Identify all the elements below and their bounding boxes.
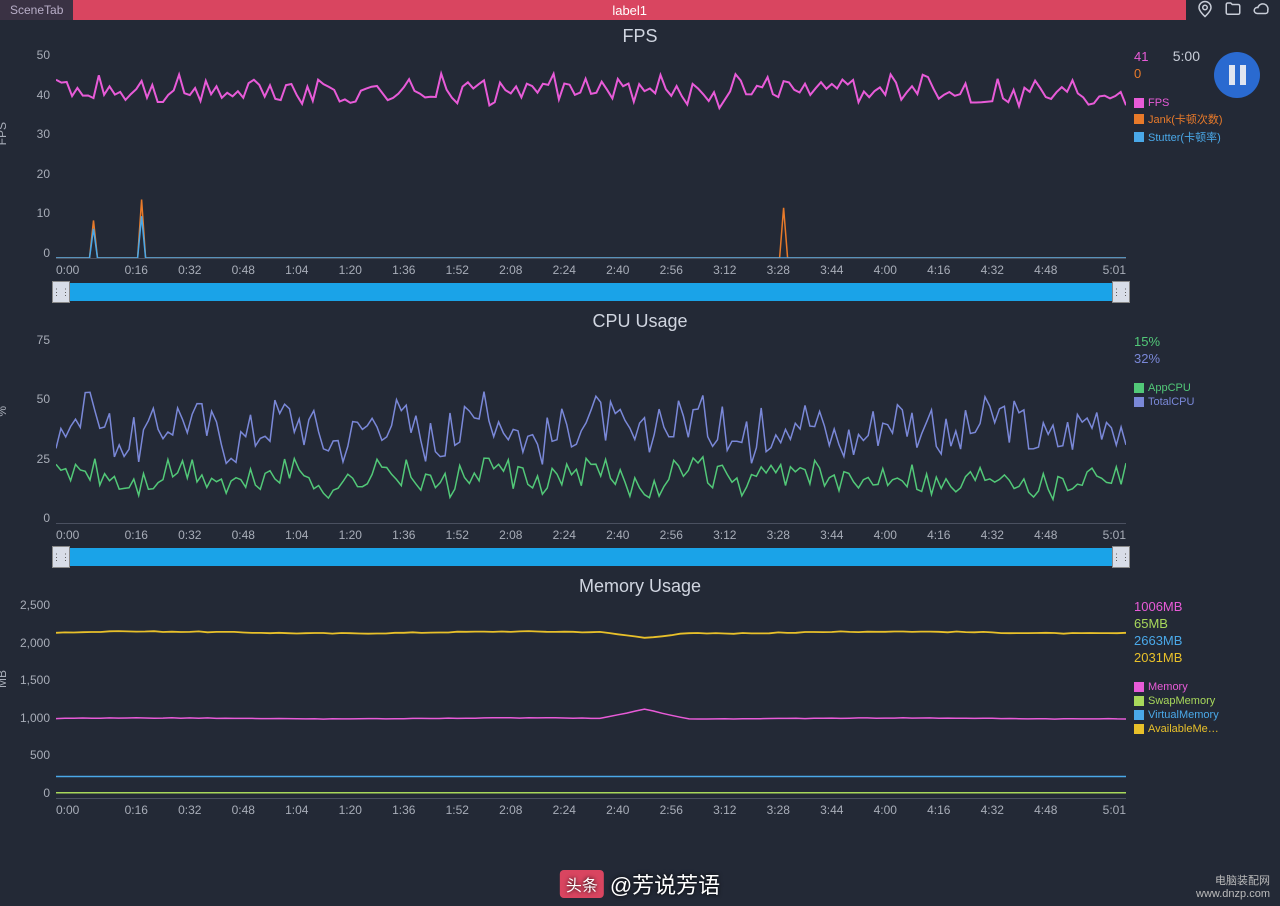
cpu-title: CPU Usage [14,311,1266,332]
fps-title: FPS [14,26,1266,47]
slider-handle-right[interactable]: ⋮⋮ [1112,546,1130,568]
pause-button[interactable] [1214,52,1260,98]
mem-xaxis: 0:000:160:320:481:041:201:361:522:082:24… [56,799,1126,817]
cpu-panel: CPU Usage % 7550250 15%32%AppCPUTotalCPU… [0,305,1280,566]
mem-yaxis: 2,5002,0001,5001,0005000 [14,599,56,799]
fps-range-slider[interactable]: ⋮⋮ ⋮⋮ [56,283,1126,301]
location-icon[interactable] [1196,0,1214,21]
top-icons [1186,0,1280,20]
mem-title: Memory Usage [14,576,1266,597]
watermark-text: @芳说芳语 [610,868,720,900]
slider-handle-right[interactable]: ⋮⋮ [1112,281,1130,303]
mem-ylabel: MB [0,670,9,688]
scene-tab[interactable]: SceneTab [0,0,73,20]
slider-handle-left[interactable]: ⋮⋮ [52,281,70,303]
cloud-icon[interactable] [1252,0,1270,21]
fps-panel: FPS FPS 50403020100 410FPSJank(卡顿次数)Stut… [0,20,1280,301]
mem-legend: 1006MB65MB2663MB2031MBMemorySwapMemoryVi… [1126,599,1266,799]
watermark: 头条 @芳说芳语 [560,868,720,900]
fps-plot [56,49,1126,259]
slider-handle-left[interactable]: ⋮⋮ [52,546,70,568]
cpu-ylabel: % [0,406,9,417]
cpu-range-slider[interactable]: ⋮⋮ ⋮⋮ [56,548,1126,566]
watermark-badge: 头条 [560,870,604,898]
cpu-xaxis: 0:000:160:320:481:041:201:361:522:082:24… [56,524,1126,542]
watermark-corner: 电脑装配网 www.dnzp.com [1196,872,1270,900]
folder-icon[interactable] [1224,0,1242,21]
mem-panel: Memory Usage MB 2,5002,0001,5001,0005000… [0,570,1280,817]
topbar: SceneTab label1 [0,0,1280,20]
fps-yaxis: 50403020100 [14,49,56,259]
fps-xaxis: 0:000:160:320:481:041:201:361:522:082:24… [56,259,1126,277]
cpu-yaxis: 7550250 [14,334,56,524]
fps-ylabel: FPS [0,122,9,145]
cpu-legend: 15%32%AppCPUTotalCPU [1126,334,1266,524]
main-tab[interactable]: label1 [73,0,1186,20]
mem-plot [56,599,1126,799]
cpu-plot [56,334,1126,524]
